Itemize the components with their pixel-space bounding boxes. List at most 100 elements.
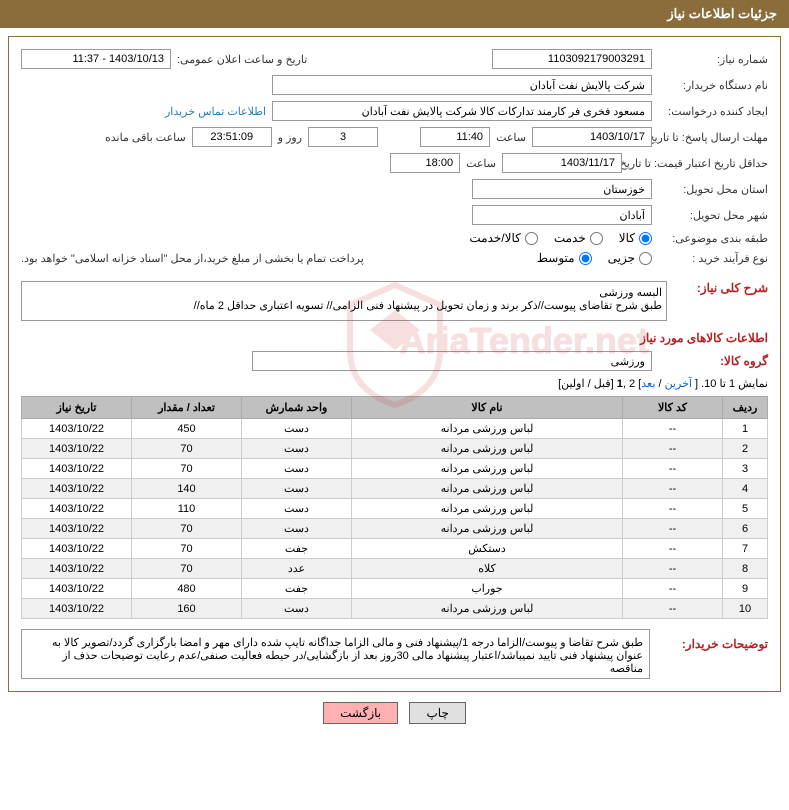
buyer-org-input[interactable] [272, 75, 652, 95]
page-header: جزئیات اطلاعات نیاز [0, 0, 789, 28]
table-body: 1--لباس ورزشی مردانهدست4501403/10/222--ل… [22, 419, 768, 619]
table-cell: 3 [723, 459, 768, 479]
treasury-text: پرداخت تمام یا بخشی از مبلغ خرید،از محل … [21, 252, 364, 265]
table-cell: لباس ورزشی مردانه [352, 599, 623, 619]
table-row: 4--لباس ورزشی مردانهدست1401403/10/22 [22, 479, 768, 499]
requester-input[interactable] [272, 101, 652, 121]
table-cell: 1403/10/22 [22, 479, 132, 499]
table-cell: 70 [132, 459, 242, 479]
category-radio-service-input[interactable] [590, 232, 603, 245]
publish-date-input[interactable] [21, 49, 171, 69]
purchase-radio-small[interactable]: جزیی [608, 251, 652, 265]
delivery-city-input[interactable] [472, 205, 652, 225]
table-cell: 70 [132, 439, 242, 459]
pagination-last-link[interactable]: آخرین [665, 378, 692, 390]
table-cell: 1403/10/22 [22, 439, 132, 459]
table-cell: 1 [723, 419, 768, 439]
table-header-cell: ردیف [723, 397, 768, 419]
table-header-row: ردیفکد کالانام کالاواحد شمارشتعداد / مقد… [22, 397, 768, 419]
table-cell: -- [623, 479, 723, 499]
response-deadline-date[interactable] [532, 127, 652, 147]
pagination-mid: ] 2 , [623, 378, 641, 390]
table-cell: 1403/10/22 [22, 459, 132, 479]
need-number-label: شماره نیاز: [658, 53, 768, 66]
publish-date-label: تاریخ و ساعت اعلان عمومی: [177, 53, 307, 66]
table-row: 5--لباس ورزشی مردانهدست1101403/10/22 [22, 499, 768, 519]
category-radio-goods[interactable]: کالا [619, 231, 652, 245]
page-title: جزئیات اطلاعات نیاز [667, 6, 777, 21]
table-row: 10--لباس ورزشی مردانهدست1601403/10/22 [22, 599, 768, 619]
table-cell: دست [242, 599, 352, 619]
goods-info-title: اطلاعات کالاهای مورد نیاز [21, 331, 768, 345]
table-cell: دست [242, 439, 352, 459]
goods-group-input[interactable] [252, 351, 652, 371]
contact-link[interactable]: اطلاعات تماس خریدار [165, 105, 266, 118]
need-number-input[interactable] [492, 49, 652, 69]
delivery-city-label: شهر محل تحویل: [658, 209, 768, 222]
remaining-time-label: ساعت باقی مانده [105, 131, 186, 144]
table-row: 6--لباس ورزشی مردانهدست701403/10/22 [22, 519, 768, 539]
delivery-province-input[interactable] [472, 179, 652, 199]
table-cell: -- [623, 419, 723, 439]
price-validity-time[interactable] [390, 153, 460, 173]
pagination-next-link[interactable]: بعد [641, 378, 655, 390]
response-deadline-time[interactable] [420, 127, 490, 147]
table-cell: 4 [723, 479, 768, 499]
price-validity-time-label: ساعت [466, 157, 496, 170]
table-cell: -- [623, 459, 723, 479]
table-cell: کلاه [352, 559, 623, 579]
table-cell: دستکش [352, 539, 623, 559]
main-panel: شماره نیاز: تاریخ و ساعت اعلان عمومی: نا… [8, 36, 781, 692]
category-radio-both-input[interactable] [525, 232, 538, 245]
table-cell: 1403/10/22 [22, 419, 132, 439]
table-cell: 9 [723, 579, 768, 599]
remaining-time[interactable] [192, 127, 272, 147]
category-label: طبقه بندی موضوعی: [658, 232, 768, 245]
table-row: 8--کلاهعدد701403/10/22 [22, 559, 768, 579]
purchase-radio-small-label: جزیی [608, 251, 635, 265]
requester-label: ایجاد کننده درخواست: [658, 105, 768, 118]
buyer-desc-textarea[interactable] [21, 629, 650, 679]
delivery-province-label: استان محل تحویل: [658, 183, 768, 196]
print-button[interactable]: چاپ [409, 702, 465, 724]
need-summary-textarea[interactable] [21, 281, 667, 321]
goods-group-label: گروه کالا: [658, 354, 768, 368]
table-cell: 450 [132, 419, 242, 439]
table-cell: لباس ورزشی مردانه [352, 419, 623, 439]
table-cell: 7 [723, 539, 768, 559]
table-cell: 160 [132, 599, 242, 619]
category-radio-service-label: خدمت [554, 231, 586, 245]
table-row: 1--لباس ورزشی مردانهدست4501403/10/22 [22, 419, 768, 439]
table-cell: -- [623, 559, 723, 579]
purchase-type-radio-group: جزیی متوسط [537, 251, 652, 265]
purchase-radio-medium-input[interactable] [579, 252, 592, 265]
table-cell: دست [242, 519, 352, 539]
table-row: 3--لباس ورزشی مردانهدست701403/10/22 [22, 459, 768, 479]
price-validity-label: حداقل تاریخ اعتبار قیمت: تا تاریخ: [628, 157, 768, 170]
category-radio-both[interactable]: کالا/خدمت [469, 231, 537, 245]
table-cell: 1403/10/22 [22, 519, 132, 539]
table-cell: 70 [132, 559, 242, 579]
table-cell: لباس ورزشی مردانه [352, 459, 623, 479]
purchase-type-label: نوع فرآیند خرید : [658, 252, 768, 265]
table-cell: جوراب [352, 579, 623, 599]
remaining-days[interactable] [308, 127, 378, 147]
table-cell: 5 [723, 499, 768, 519]
price-validity-date[interactable] [502, 153, 622, 173]
back-button[interactable]: بازگشت [323, 702, 398, 724]
category-radio-goods-input[interactable] [639, 232, 652, 245]
buyer-desc-label: توضیحات خریدار: [658, 629, 768, 651]
table-cell: 1403/10/22 [22, 499, 132, 519]
table-cell: دست [242, 459, 352, 479]
table-cell: 6 [723, 519, 768, 539]
table-cell: -- [623, 539, 723, 559]
table-header-cell: نام کالا [352, 397, 623, 419]
purchase-radio-small-input[interactable] [639, 252, 652, 265]
table-cell: 10 [723, 599, 768, 619]
category-radio-service[interactable]: خدمت [554, 231, 603, 245]
remaining-days-label: روز و [278, 131, 302, 144]
purchase-radio-medium[interactable]: متوسط [537, 251, 592, 265]
pagination-prefix: نمایش 1 تا 10. [ [692, 378, 768, 390]
table-cell: 1403/10/22 [22, 559, 132, 579]
table-cell: لباس ورزشی مردانه [352, 499, 623, 519]
